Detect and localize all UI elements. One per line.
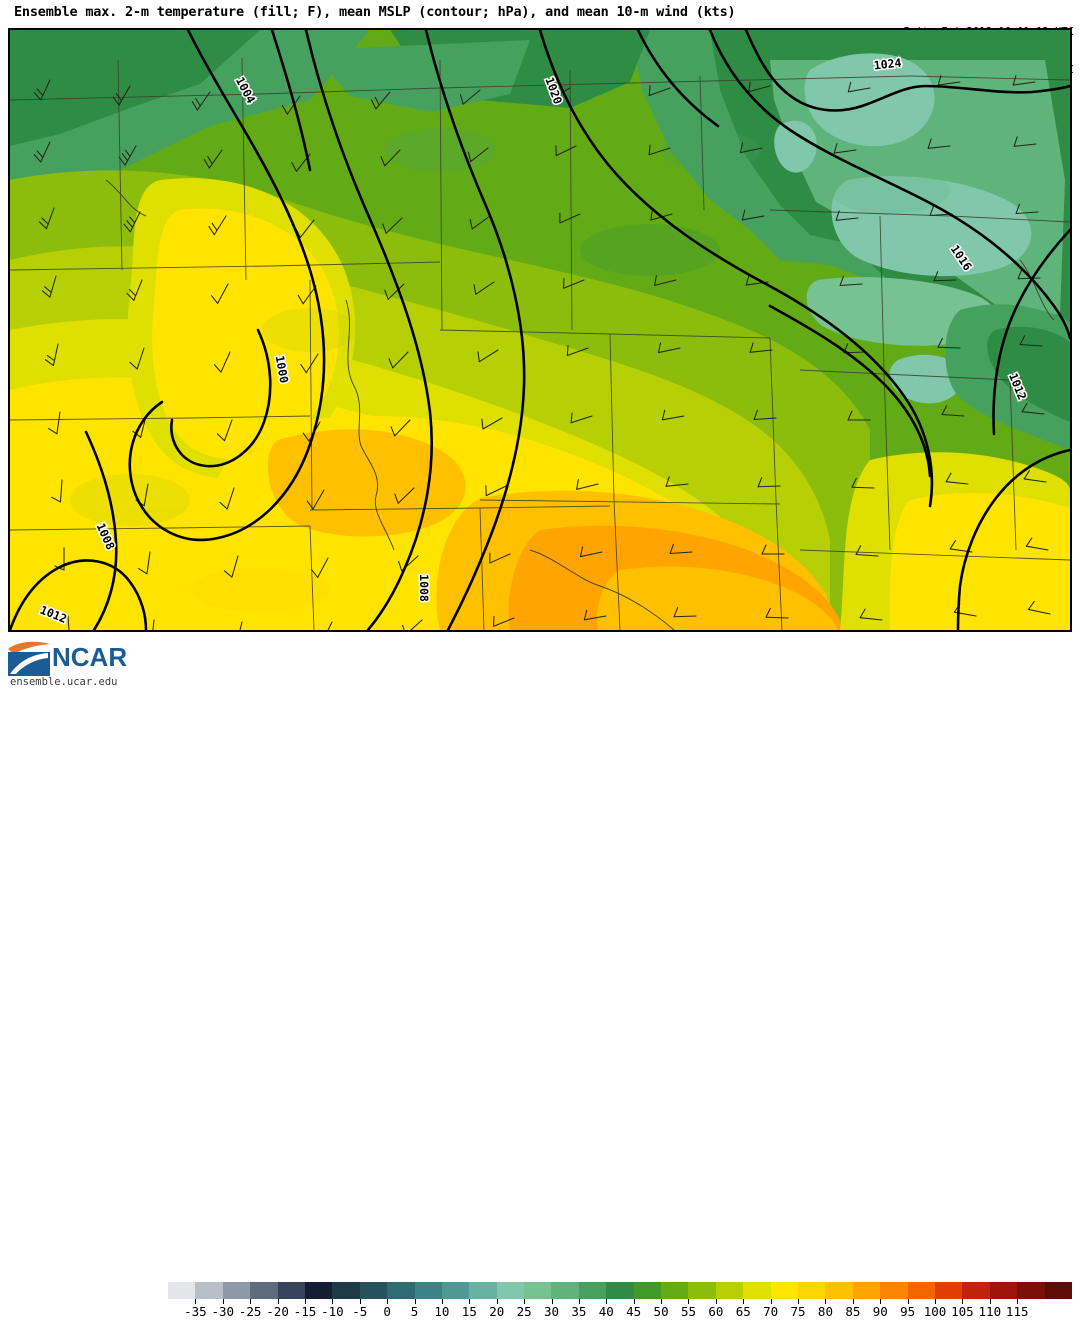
colorbar-tick-label: 20 <box>489 1304 505 1319</box>
colorbar-tick-label: 45 <box>626 1304 642 1319</box>
colorbar-tick-label: -5 <box>352 1304 368 1319</box>
colorbar-swatch <box>688 1282 716 1299</box>
colorbar-swatch <box>359 1282 388 1299</box>
colorbar-swatch <box>387 1282 415 1299</box>
colorbar-tick-label: 105 <box>951 1304 974 1319</box>
colorbar-swatch <box>469 1282 497 1299</box>
rivers <box>105 179 1055 630</box>
colorbar-tick-label: 100 <box>923 1304 947 1319</box>
colorbar-swatch <box>524 1282 552 1299</box>
colorbar-tick-label: 0 <box>383 1304 391 1319</box>
header: Ensemble max. 2-m temperature (fill; F),… <box>0 0 1080 76</box>
colorbar-tick-label: 65 <box>735 1304 751 1319</box>
colorbar-tick-label: 110 <box>978 1304 1002 1319</box>
colorbar-tick-label: -20 <box>266 1304 289 1319</box>
footer: NCAR ensemble.ucar.edu -35 -30 -25 -20 -15 -1… <box>0 634 1080 1319</box>
colorbar-swatch <box>770 1282 798 1299</box>
colorbar-swatch <box>715 1282 744 1299</box>
colorbar-tick-label: 35 <box>571 1304 587 1319</box>
colorbar-swatch <box>168 1282 196 1299</box>
colorbar-swatch <box>880 1282 908 1299</box>
colorbar-swatch <box>496 1282 525 1299</box>
colorbar-swatches <box>168 1282 1072 1299</box>
colorbar-swatch <box>578 1282 607 1299</box>
ncar-mark-icon <box>8 641 50 676</box>
contour-label-1024: 1024 <box>873 56 902 73</box>
colorbar-swatch <box>989 1282 1018 1299</box>
colorbar-swatch <box>195 1282 223 1299</box>
colorbar-swatch <box>797 1282 826 1299</box>
colorbar-tick-label: 90 <box>872 1304 888 1319</box>
colorbar-swatch <box>304 1282 333 1299</box>
colorbar-swatch <box>661 1282 689 1299</box>
mslp-contours <box>10 30 1070 630</box>
colorbar-tick-label: 115 <box>1005 1304 1029 1319</box>
colorbar-tick-label: 25 <box>516 1304 532 1319</box>
colorbar-swatch <box>907 1282 935 1299</box>
wind-barbs <box>33 75 1051 630</box>
colorbar-tick-label: 30 <box>543 1304 560 1319</box>
colorbar-tick-label: -30 <box>211 1304 235 1319</box>
colorbar-swatch <box>277 1282 305 1299</box>
colorbar-tick-label: 15 <box>461 1304 477 1319</box>
colorbar-swatch <box>1017 1282 1045 1299</box>
colorbar-tick-label: -15 <box>293 1304 317 1319</box>
colorbar-swatch <box>1044 1282 1072 1299</box>
colorbar-swatch <box>250 1282 278 1299</box>
colorbar-swatch <box>441 1282 470 1299</box>
colorbar-tick-label: 95 <box>900 1304 916 1319</box>
colorbar-tick-label: 60 <box>708 1304 724 1319</box>
ncar-wordmark: NCAR <box>52 642 128 672</box>
state-boundaries <box>10 57 1070 630</box>
ncar-logo[interactable]: NCAR ensemble.ucar.edu <box>4 638 164 690</box>
colorbar-tick-label: -25 <box>238 1304 262 1319</box>
map-panel[interactable]: 1004 1020 1024 1000 1008 <box>8 28 1072 632</box>
contour-label-1000: 1000 <box>273 354 292 384</box>
colorbar-tick-label: 50 <box>653 1304 669 1319</box>
colorbar-tick-label: -10 <box>321 1304 344 1319</box>
map-graphic: 1004 1020 1024 1000 1008 <box>10 30 1070 630</box>
map-canvas[interactable]: 1004 1020 1024 1000 1008 <box>10 30 1070 630</box>
colorbar-swatch <box>852 1282 881 1299</box>
contour-label-1008-center: 1008 <box>417 574 431 602</box>
colorbar-tick-labels: -35 -30 -25 -20 -15 -10 -5 0 5 10 15 20 25 30 35 40 45 50… <box>168 1304 1072 1322</box>
colorbar-swatch <box>825 1282 853 1299</box>
colorbar[interactable]: -35 -30 -25 -20 -15 -10 -5 0 5 10 15 20 25 30 35 40 45 50… <box>168 1282 1072 1324</box>
colorbar-swatch <box>332 1282 360 1299</box>
ensemble-url[interactable]: ensemble.ucar.edu <box>10 676 118 688</box>
colorbar-swatch <box>934 1282 963 1299</box>
colorbar-swatch <box>606 1282 634 1299</box>
colorbar-swatch <box>743 1282 771 1299</box>
colorbar-swatch <box>414 1282 442 1299</box>
colorbar-swatch <box>633 1282 662 1299</box>
colorbar-tick-label: 75 <box>790 1304 806 1319</box>
colorbar-tick-label: 55 <box>680 1304 697 1319</box>
colorbar-tick-label: 5 <box>410 1304 419 1319</box>
colorbar-tick-label: 85 <box>845 1304 861 1319</box>
colorbar-swatch <box>222 1282 251 1299</box>
colorbar-tick-label: 80 <box>817 1304 833 1319</box>
page-title: Ensemble max. 2-m temperature (fill; F),… <box>14 4 736 20</box>
colorbar-swatch <box>962 1282 990 1299</box>
colorbar-tick-label: -35 <box>184 1304 207 1319</box>
colorbar-tick-label: 40 <box>598 1304 614 1319</box>
colorbar-swatch <box>551 1282 579 1299</box>
colorbar-tick-label: 70 <box>763 1304 779 1319</box>
colorbar-tick-label: 10 <box>434 1304 450 1319</box>
